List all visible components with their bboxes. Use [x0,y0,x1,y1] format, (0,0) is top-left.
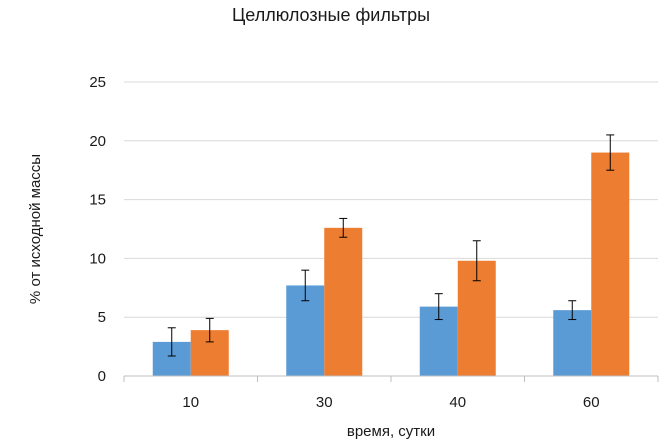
bar [324,227,363,376]
y-tick-label: 25 [89,74,106,91]
y-axis-label: % от исходной массы [27,154,44,304]
error-bars [167,134,615,357]
y-tick-label: 20 [89,133,106,150]
x-axis-label: время, сутки [347,423,435,440]
y-tick-labels: 0 5 10 15 20 25 [89,74,106,385]
y-tick-label: 10 [89,250,106,267]
bars [152,152,630,376]
chart-title: Целлюлозные фильтры [232,5,430,25]
y-tick-label: 15 [89,192,106,209]
y-tick-label: 5 [98,309,106,326]
bar [553,310,592,376]
y-tick-label: 0 [98,368,106,385]
x-tick-label: 60 [583,394,600,411]
gridlines [124,81,658,318]
x-axis [123,375,659,382]
x-tick-label: 10 [182,394,199,411]
x-tick-label: 30 [316,394,333,411]
x-tick-label: 40 [449,394,466,411]
x-tick-labels: 10 30 40 60 [182,394,599,411]
bar [591,152,630,376]
